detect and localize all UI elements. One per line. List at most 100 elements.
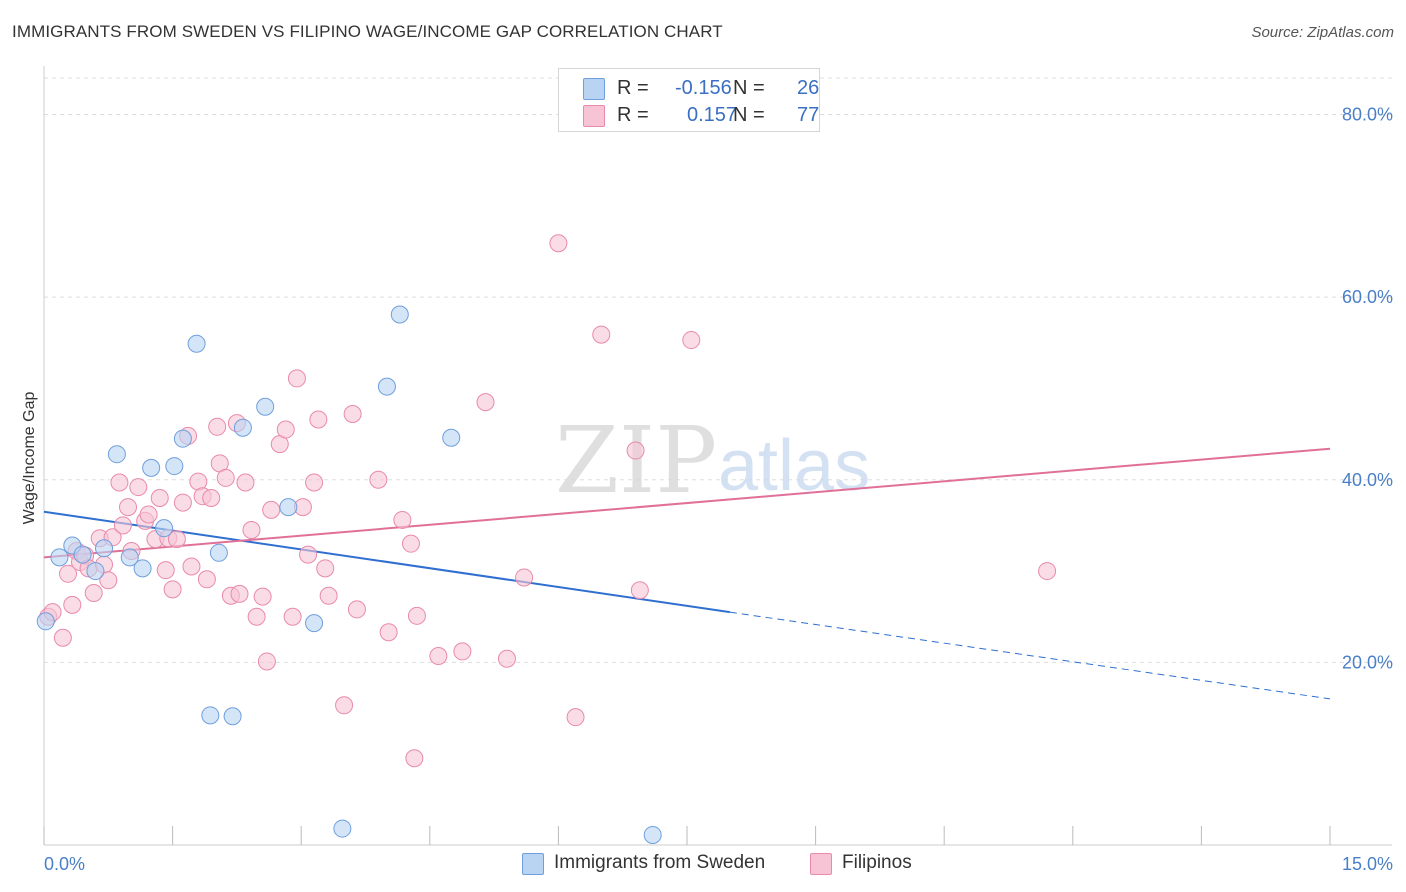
sweden-point bbox=[643, 825, 662, 844]
legend-n-value: 26 bbox=[797, 77, 820, 99]
legend-n-value: 77 bbox=[797, 104, 820, 126]
filipino-swatch-icon bbox=[810, 853, 832, 875]
sweden-point bbox=[279, 498, 298, 517]
filipino-point bbox=[139, 505, 158, 524]
filipino-point bbox=[182, 557, 201, 576]
filipino-point bbox=[497, 649, 516, 668]
y-tick-label: 80.0% bbox=[1342, 105, 1393, 125]
x-tick-label: 15.0% bbox=[1342, 854, 1393, 874]
filipino-point bbox=[476, 393, 495, 412]
sweden-point bbox=[377, 377, 396, 396]
filipino-point bbox=[257, 652, 276, 671]
sweden-point bbox=[305, 614, 324, 633]
filipino-point bbox=[347, 600, 366, 619]
correlation-legend: R = -0.156 N = 26 R = 0.157 N = 77 bbox=[558, 68, 820, 132]
filipino-point bbox=[63, 595, 82, 614]
sweden-point bbox=[155, 519, 174, 538]
filipino-point bbox=[515, 568, 534, 587]
grid-lines bbox=[44, 77, 1392, 663]
filipino-point bbox=[393, 510, 412, 529]
filipino-point bbox=[167, 530, 186, 549]
sweden-trend-extension bbox=[729, 611, 1331, 700]
sweden-point bbox=[142, 458, 161, 477]
filipino-point bbox=[549, 234, 568, 253]
filipino-point bbox=[305, 473, 324, 492]
filipino-point bbox=[316, 559, 335, 578]
sweden-point bbox=[107, 445, 126, 464]
filipino-point bbox=[566, 708, 585, 727]
filipino-point bbox=[283, 607, 302, 626]
legend-r-value: 0.157 bbox=[687, 104, 738, 126]
filipino-point bbox=[343, 405, 362, 424]
filipino-point bbox=[319, 586, 338, 605]
chart-title: IMMIGRANTS FROM SWEDEN VS FILIPINO WAGE/… bbox=[12, 22, 723, 41]
filipino-point bbox=[113, 516, 132, 535]
sweden-point bbox=[187, 334, 206, 353]
bottom-legend-label: Immigrants from Sweden bbox=[554, 852, 766, 873]
filipino-trend-line bbox=[43, 447, 1331, 559]
watermark: ZIP atlas bbox=[555, 407, 870, 514]
tick-labels: 20.0% 40.0% 60.0% 80.0% 0.0% 15.0% bbox=[44, 105, 1393, 874]
filipino-point bbox=[110, 473, 129, 492]
filipino-point bbox=[405, 749, 424, 768]
filipino-point bbox=[173, 493, 192, 512]
watermark-zip: ZIP bbox=[555, 407, 717, 514]
filipino-point bbox=[197, 570, 216, 589]
source-credit: Source: ZipAtlas.com bbox=[1251, 24, 1394, 41]
x-tick-label: 0.0% bbox=[44, 854, 85, 874]
filipino-point bbox=[309, 410, 328, 429]
sweden-point bbox=[36, 612, 55, 631]
filipino-point bbox=[262, 500, 281, 519]
filipino-point bbox=[299, 545, 318, 564]
legend-r-value: -0.156 bbox=[675, 77, 732, 99]
filipino-point bbox=[369, 470, 388, 489]
filipino-point bbox=[682, 331, 701, 350]
filipino-point bbox=[242, 520, 261, 539]
sweden-point bbox=[390, 305, 409, 324]
sweden-point bbox=[133, 559, 152, 578]
filipino-point bbox=[247, 607, 266, 626]
sweden-point bbox=[256, 397, 275, 416]
filipino-point bbox=[230, 584, 249, 603]
filipino-point bbox=[129, 478, 148, 497]
filipino-point bbox=[335, 696, 354, 715]
watermark-atlas: atlas bbox=[718, 426, 870, 506]
filipino-point bbox=[379, 623, 398, 642]
filipino-point bbox=[630, 581, 649, 600]
sweden-point bbox=[442, 428, 461, 447]
filipino-point bbox=[236, 473, 255, 492]
filipino-point bbox=[253, 587, 272, 606]
filipino-point bbox=[59, 564, 78, 583]
filipino-point bbox=[156, 561, 175, 580]
sweden-swatch-icon bbox=[522, 853, 544, 875]
filipino-point bbox=[53, 628, 72, 647]
sweden-point bbox=[73, 545, 92, 564]
filipino-point bbox=[276, 420, 295, 439]
sweden-point bbox=[209, 543, 228, 562]
legend-r-label: R = bbox=[617, 77, 649, 99]
sweden-point bbox=[120, 548, 139, 567]
bottom-legend-label: Filipinos bbox=[842, 852, 912, 873]
sweden-point bbox=[333, 819, 352, 838]
sweden-swatch-icon bbox=[583, 78, 605, 100]
filipino-point bbox=[216, 468, 235, 487]
filipino-point bbox=[626, 441, 645, 460]
sweden-point bbox=[165, 457, 184, 476]
filipino-point bbox=[163, 580, 182, 599]
filipino-point bbox=[401, 534, 420, 553]
filipino-point bbox=[208, 417, 227, 436]
filipino-point bbox=[150, 489, 169, 508]
legend-n-label: N = bbox=[733, 77, 765, 99]
filipino-point bbox=[1038, 562, 1057, 581]
y-tick-label: 40.0% bbox=[1342, 470, 1393, 490]
sweden-point bbox=[86, 562, 105, 581]
axes bbox=[43, 66, 1392, 846]
sweden-point bbox=[201, 706, 220, 725]
sweden-point bbox=[173, 429, 192, 448]
y-axis-label: Wage/Income Gap bbox=[21, 392, 38, 525]
sweden-point bbox=[50, 548, 69, 567]
filipino-point bbox=[99, 571, 118, 590]
data-points bbox=[36, 234, 1057, 844]
y-tick-label: 60.0% bbox=[1342, 287, 1393, 307]
